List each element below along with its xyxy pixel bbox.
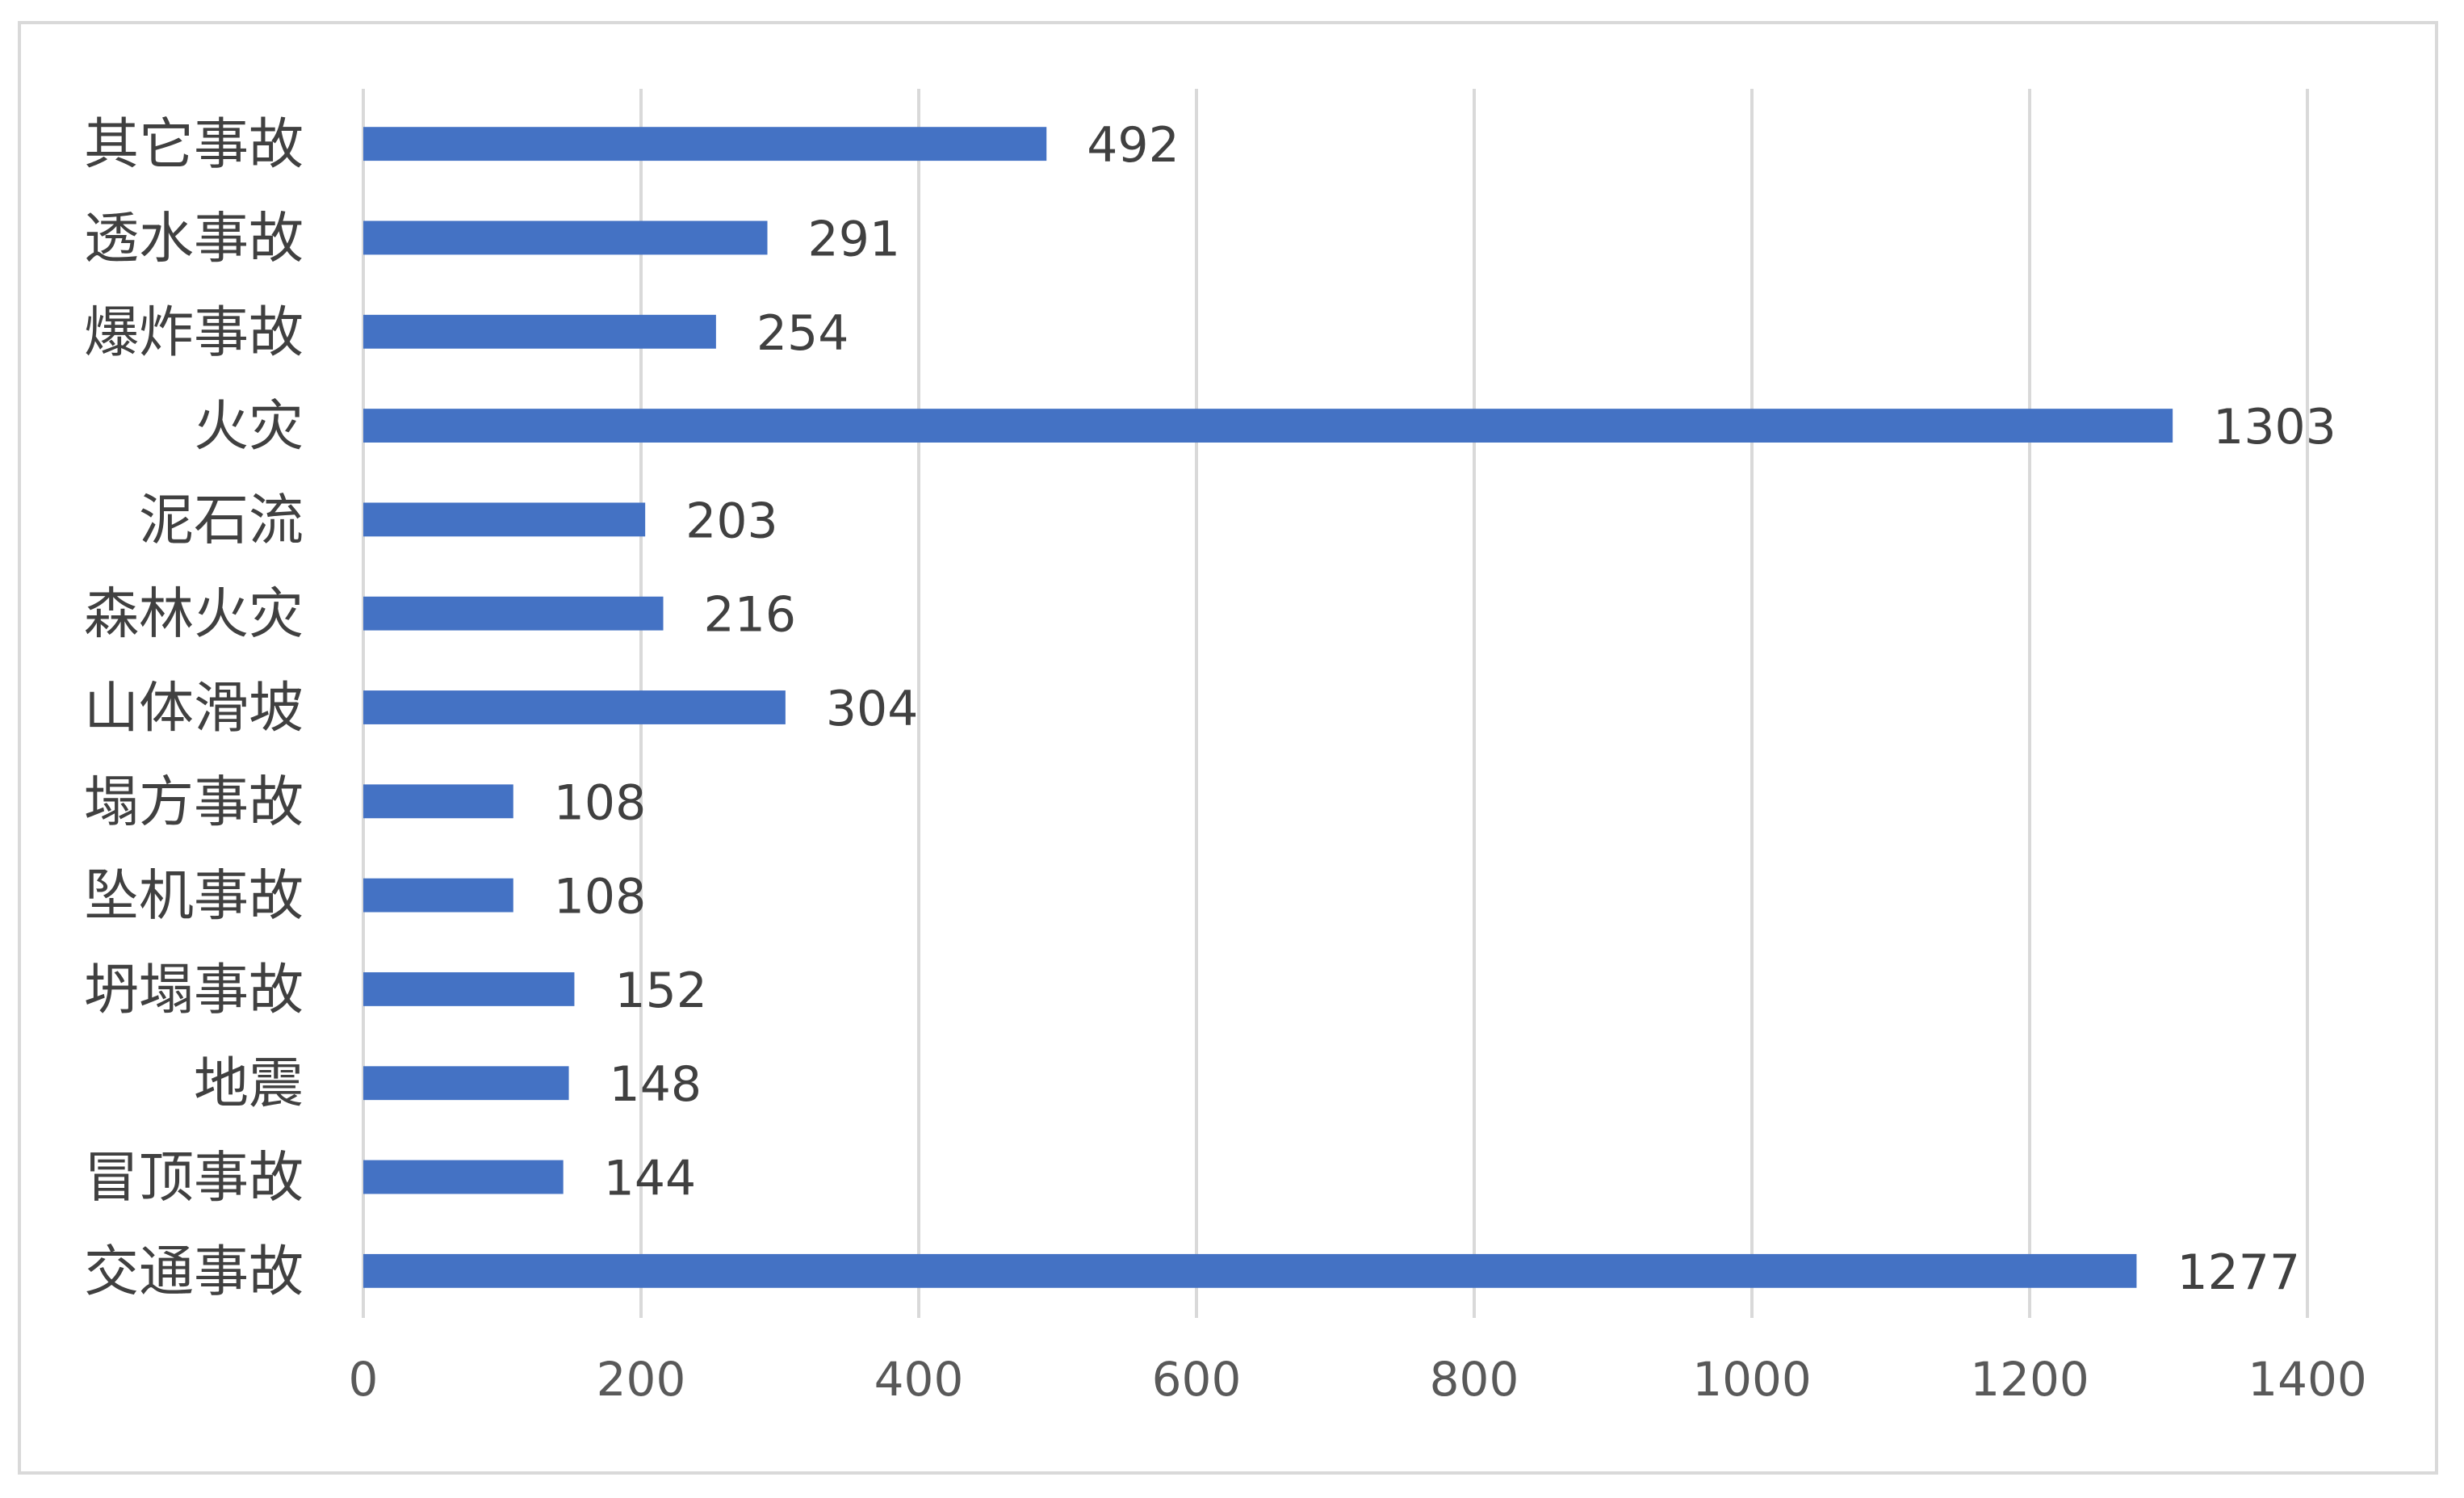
data-label-森林火灾: 216 xyxy=(704,587,797,644)
y-category-label-坍塌事故: 坍塌事故 xyxy=(84,959,304,1022)
x-tick-label-0: 0 xyxy=(349,1352,379,1407)
chart-frame xyxy=(18,21,2438,1475)
y-category-label-爆炸事故: 爆炸事故 xyxy=(84,301,304,365)
data-label-山体滑坡: 304 xyxy=(826,681,919,737)
bar-透水事故 xyxy=(363,220,768,255)
y-category-label-冒顶事故: 冒顶事故 xyxy=(84,1147,304,1211)
bar-坍塌事故 xyxy=(363,971,575,1006)
data-label-塌方事故: 108 xyxy=(554,774,647,831)
bar-爆炸事故 xyxy=(363,314,716,349)
data-label-冒顶事故: 144 xyxy=(604,1151,697,1207)
x-tick-label-600: 600 xyxy=(1152,1352,1242,1407)
data-label-坍塌事故: 152 xyxy=(614,963,707,1019)
data-label-其它事故: 492 xyxy=(1087,117,1180,174)
y-category-label-山体滑坡: 山体滑坡 xyxy=(84,677,304,741)
data-label-火灾: 1303 xyxy=(2213,399,2336,455)
data-label-透水事故: 291 xyxy=(808,211,901,267)
bar-泥石流 xyxy=(363,502,646,537)
axes: 0 200 400 600 800 1000 1200 1400 xyxy=(349,1352,2367,1407)
bar-坠机事故 xyxy=(363,878,513,913)
data-label-地震: 148 xyxy=(610,1056,702,1113)
bars xyxy=(363,127,2173,1288)
y-category-label-火灾: 火灾 xyxy=(194,395,304,459)
bar-其它事故 xyxy=(363,127,1047,162)
bar-地震 xyxy=(363,1066,569,1101)
x-tick-label-800: 800 xyxy=(1430,1352,1519,1407)
y-category-label-泥石流: 泥石流 xyxy=(139,489,304,552)
y-category-label-交通事故: 交通事故 xyxy=(84,1240,304,1304)
data-label-泥石流: 203 xyxy=(685,493,778,549)
y-category-label-地震: 地震 xyxy=(194,1052,304,1116)
x-tick-label-1400: 1400 xyxy=(2248,1352,2367,1407)
data-label-爆炸事故: 254 xyxy=(756,305,849,362)
bar-火灾 xyxy=(363,409,2173,443)
y-category-label-透水事故: 透水事故 xyxy=(84,207,304,271)
bar-山体滑坡 xyxy=(363,690,786,724)
data-label-坠机事故: 108 xyxy=(554,869,647,925)
labels: 交通事故 1277 冒顶事故 144 地震 148 坍塌事故 152 坠机事故 108 塌方事故 10… xyxy=(84,113,2336,1304)
gridlines xyxy=(362,89,2309,1318)
x-tick-label-1200: 1200 xyxy=(1970,1352,2089,1407)
bar-交通事故 xyxy=(363,1253,2137,1288)
data-label-交通事故: 1277 xyxy=(2177,1244,2300,1301)
x-tick-label-1000: 1000 xyxy=(1692,1352,1812,1407)
bar-森林火灾 xyxy=(363,596,664,631)
x-tick-label-200: 200 xyxy=(597,1352,686,1407)
y-category-label-坠机事故: 坠机事故 xyxy=(84,865,304,929)
x-tick-label-400: 400 xyxy=(874,1352,964,1407)
bar-塌方事故 xyxy=(363,784,513,819)
y-category-label-森林火灾: 森林火灾 xyxy=(84,583,304,647)
y-category-label-塌方事故: 塌方事故 xyxy=(84,770,304,834)
y-category-label-其它事故: 其它事故 xyxy=(84,113,304,177)
bar-冒顶事故 xyxy=(363,1160,564,1194)
